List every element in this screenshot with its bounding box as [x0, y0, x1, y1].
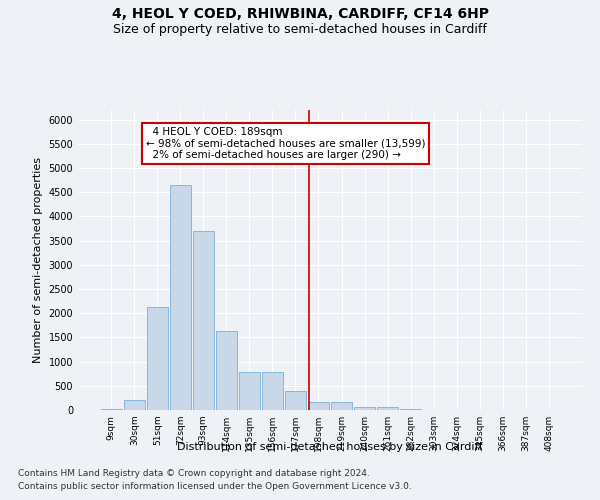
Bar — [400, 408, 421, 410]
Bar — [239, 372, 260, 410]
Text: Size of property relative to semi-detached houses in Cardiff: Size of property relative to semi-detach… — [113, 22, 487, 36]
Bar — [216, 330, 237, 410]
Text: 4, HEOL Y COED, RHIWBINA, CARDIFF, CF14 6HP: 4, HEOL Y COED, RHIWBINA, CARDIFF, CF14 … — [112, 8, 488, 22]
Bar — [285, 390, 306, 410]
Y-axis label: Number of semi-detached properties: Number of semi-detached properties — [33, 157, 43, 363]
Text: 4 HEOL Y COED: 189sqm  
← 98% of semi-detached houses are smaller (13,599)
  2% : 4 HEOL Y COED: 189sqm ← 98% of semi-deta… — [146, 127, 425, 160]
Bar — [170, 186, 191, 410]
Text: Distribution of semi-detached houses by size in Cardiff: Distribution of semi-detached houses by … — [177, 442, 483, 452]
Bar — [354, 406, 375, 410]
Bar — [124, 400, 145, 410]
Bar — [262, 372, 283, 410]
Bar — [331, 402, 352, 410]
Bar — [308, 402, 329, 410]
Bar — [377, 407, 398, 410]
Bar — [147, 308, 167, 410]
Text: Contains public sector information licensed under the Open Government Licence v3: Contains public sector information licen… — [18, 482, 412, 491]
Bar — [193, 231, 214, 410]
Bar — [101, 408, 122, 410]
Text: Contains HM Land Registry data © Crown copyright and database right 2024.: Contains HM Land Registry data © Crown c… — [18, 468, 370, 477]
